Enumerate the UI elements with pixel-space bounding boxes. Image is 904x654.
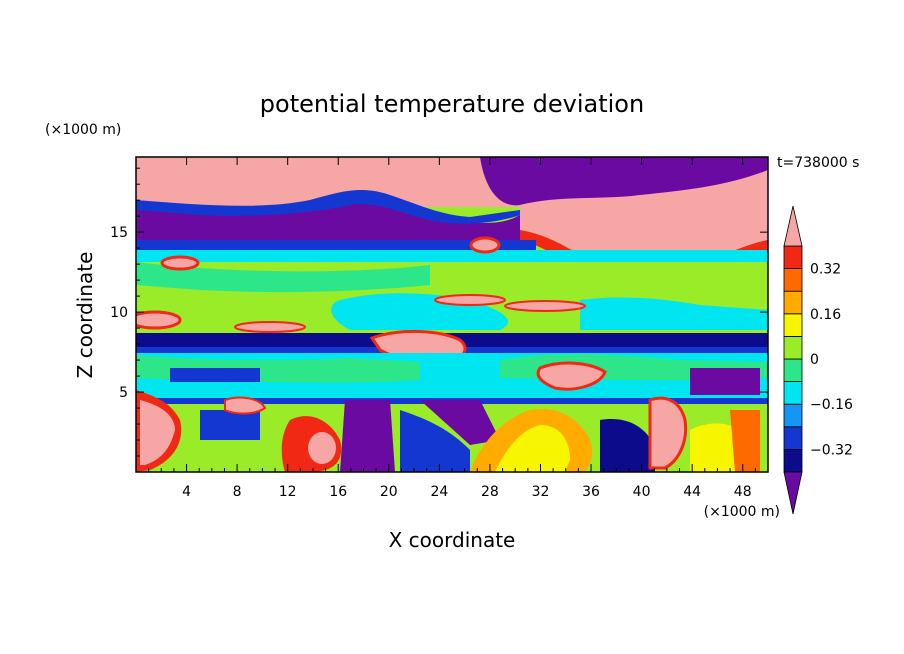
x-tick-label: 28 (481, 484, 499, 500)
colorbar-tick-label: −0.32 (810, 442, 853, 458)
x-axis-label: X coordinate (389, 528, 516, 552)
colorbar: 0.32 0.16 0 −0.16 −0.32 (783, 205, 853, 515)
colorbar-band (783, 290, 803, 315)
colorbar-band (783, 381, 803, 405)
y-axis-label: Z coordinate (73, 252, 97, 379)
colorbar-band (783, 448, 803, 473)
colorbar-tick-label: 0.32 (810, 262, 841, 278)
colorbar-band (783, 335, 803, 360)
colorbar-band (783, 358, 803, 383)
x-axis: 4 8 12 16 20 24 28 32 36 40 44 48 (148, 157, 756, 500)
y-tick-label: 15 (110, 225, 128, 241)
x-tick-label: 44 (683, 484, 701, 500)
x-tick-label: 24 (430, 484, 448, 500)
colorbar-extend-low (783, 471, 803, 515)
colorbar-extend-high (783, 205, 803, 247)
x-tick-label: 36 (582, 484, 600, 500)
y-tick-label: 10 (110, 305, 128, 321)
y-tick-label: 5 (119, 385, 128, 401)
colorbar-tick-label: 0.16 (810, 307, 841, 323)
colorbar-band (783, 268, 803, 292)
colorbar-band (783, 426, 803, 450)
x-tick-label: 4 (182, 484, 191, 500)
colorbar-tick-label: 0 (810, 352, 819, 368)
y-axis-unit: (×1000 m) (45, 122, 121, 138)
colorbar-band (783, 245, 803, 270)
x-tick-label: 48 (734, 484, 752, 500)
x-tick-label: 16 (329, 484, 347, 500)
y-axis: 5 10 15 (110, 167, 768, 457)
x-tick-label: 12 (279, 484, 297, 500)
time-label: t=738000 s (777, 155, 859, 171)
contour-field (136, 157, 768, 472)
x-tick-label: 32 (532, 484, 550, 500)
colorbar-band (783, 313, 803, 337)
x-tick-label: 40 (633, 484, 651, 500)
x-axis-unit: (×1000 m) (704, 504, 780, 520)
x-tick-label: 20 (380, 484, 398, 500)
x-tick-label: 8 (233, 484, 242, 500)
colorbar-tick-label: −0.16 (810, 397, 853, 413)
chart-title: potential temperature deviation (260, 90, 644, 118)
colorbar-band (783, 403, 803, 428)
